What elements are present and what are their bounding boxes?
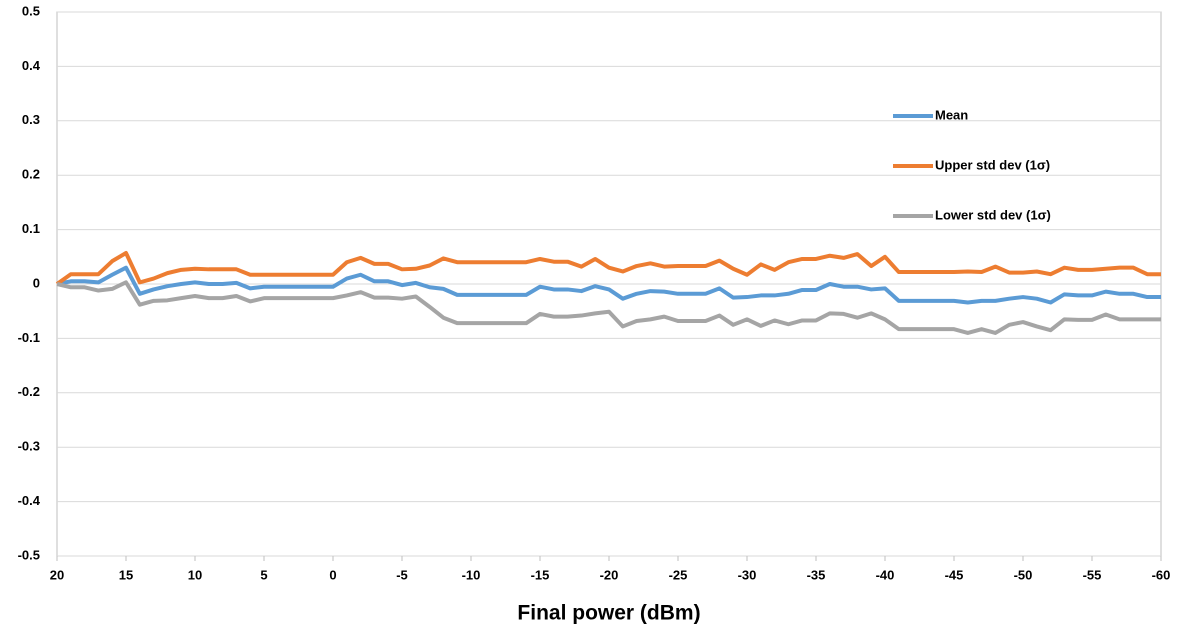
y-tick-label: 0.1 [22,221,40,236]
series-line [56,265,1161,305]
x-tick-label: -40 [876,567,895,582]
x-axis-label: Final power (dBm) [517,602,700,625]
legend-label: Mean [935,107,968,122]
series-line [56,280,1161,335]
x-tick-label: -35 [807,567,826,582]
legend-label: Upper std dev (1σ) [935,157,1050,172]
x-tick-label: -15 [531,567,550,582]
legend-label: Lower std dev (1σ) [935,207,1051,222]
y-tick-label: 0.4 [22,58,41,73]
x-tick-label: -20 [600,567,619,582]
x-tick-label: -30 [738,567,757,582]
x-tick-label: 0 [329,567,336,582]
y-tick-label: 0 [33,275,40,290]
y-tick-label: -0.4 [18,493,41,508]
x-tick-label: -25 [669,567,688,582]
y-tick-label: 0.2 [22,167,40,182]
x-tick-label: 20 [50,567,64,582]
y-tick-label: 0.5 [22,3,40,18]
x-tick-label: -5 [396,567,408,582]
y-tick-label: -0.5 [18,547,40,562]
x-tick-label: -60 [1152,567,1171,582]
x-tick-label: -50 [1014,567,1033,582]
x-tick-label: -45 [945,567,964,582]
x-tick-label: 5 [260,567,267,582]
y-tick-label: -0.2 [18,384,40,399]
series-line [55,250,1161,286]
x-tick-label: 10 [188,567,202,582]
y-tick-label: 0.3 [22,112,40,127]
x-tick-label: 15 [119,567,133,582]
y-tick-label: -0.1 [18,330,40,345]
y-tick-label: -0.3 [18,439,40,454]
x-tick-label: -55 [1083,567,1102,582]
x-tick-label: -10 [462,567,481,582]
